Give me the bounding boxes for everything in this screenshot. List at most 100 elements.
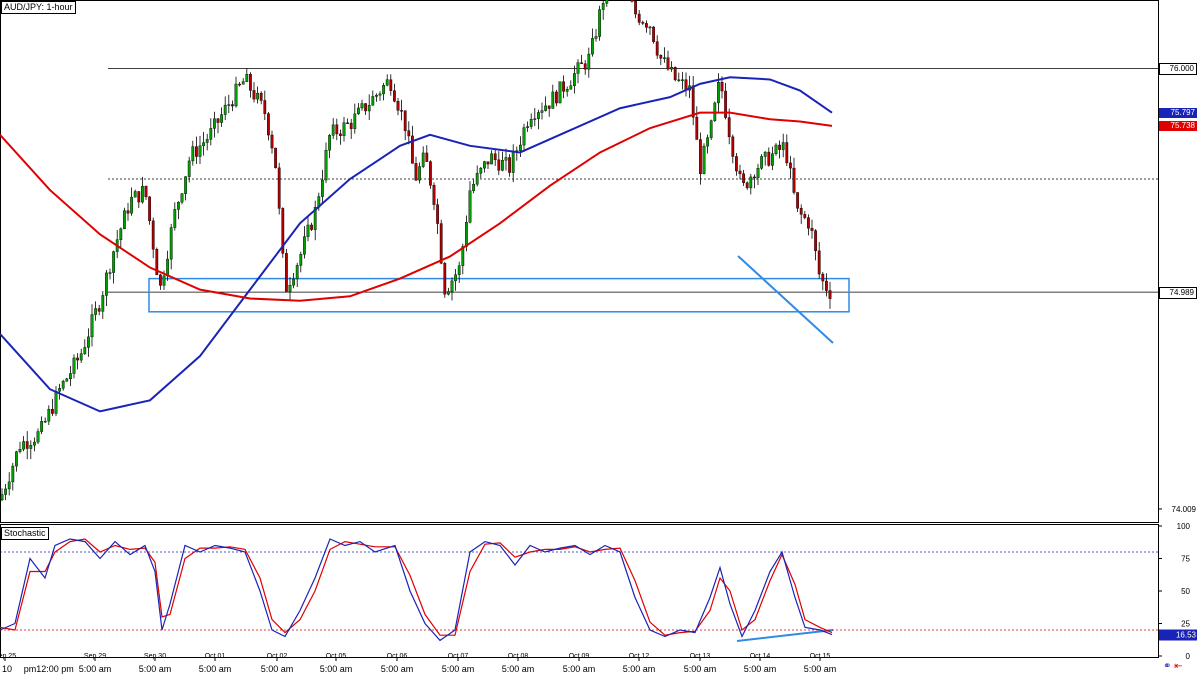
candle-body bbox=[349, 122, 353, 129]
candle-body bbox=[43, 420, 47, 423]
candle-body bbox=[252, 90, 256, 100]
candle-body bbox=[364, 103, 367, 112]
candle-body bbox=[223, 104, 227, 115]
price-badge: 74.989 bbox=[1159, 287, 1197, 300]
candle-body bbox=[22, 441, 25, 450]
candle-body bbox=[807, 217, 810, 229]
candle-body bbox=[335, 124, 339, 135]
stoch-panel-frame bbox=[0, 524, 1159, 658]
candle-body bbox=[393, 90, 396, 102]
candle-body bbox=[324, 150, 328, 181]
candle-body bbox=[763, 151, 767, 157]
candle-body bbox=[292, 278, 295, 286]
candle-body bbox=[176, 201, 180, 210]
candle-body bbox=[385, 79, 389, 86]
candle-body bbox=[407, 130, 411, 137]
candle-body bbox=[720, 81, 724, 92]
candle-body bbox=[598, 9, 602, 37]
candle-body bbox=[274, 147, 277, 169]
candle-body bbox=[601, 3, 605, 10]
candle-body bbox=[353, 113, 357, 129]
ma-line bbox=[0, 111, 833, 302]
candle-body bbox=[749, 176, 753, 189]
candle-body bbox=[76, 357, 80, 361]
candle-body bbox=[501, 159, 504, 171]
candle-body bbox=[774, 144, 778, 154]
candle-body bbox=[580, 62, 584, 64]
time-date-label: Oct 09 bbox=[569, 653, 590, 660]
candle-body bbox=[346, 122, 349, 124]
candle-body bbox=[259, 92, 263, 101]
close-icon[interactable]: ⇤ bbox=[1174, 661, 1183, 672]
time-sub-label: 5:00 am bbox=[744, 664, 777, 674]
candle-body bbox=[465, 222, 468, 247]
candle-body bbox=[655, 41, 659, 56]
candle-body bbox=[533, 118, 537, 120]
candle-body bbox=[810, 228, 814, 231]
candle-body bbox=[90, 314, 94, 338]
candle-body bbox=[828, 290, 832, 299]
corner-icons[interactable]: ⚭ ⇤ bbox=[1163, 661, 1183, 673]
candle-body bbox=[594, 36, 598, 39]
candle-body bbox=[511, 151, 515, 173]
candle-body bbox=[104, 272, 108, 296]
candle-body bbox=[659, 54, 663, 59]
candle-body bbox=[817, 250, 821, 275]
candle-body bbox=[411, 135, 414, 164]
candle-body bbox=[331, 124, 335, 136]
support-zone-box bbox=[148, 277, 850, 313]
candle-body bbox=[310, 224, 313, 230]
candle-body bbox=[209, 128, 213, 140]
candle-body bbox=[79, 353, 83, 361]
time-date-label: Oct 08 bbox=[508, 653, 529, 660]
candle-body bbox=[670, 66, 674, 70]
candle-body bbox=[14, 451, 18, 467]
candle-body bbox=[162, 275, 166, 286]
candle-body bbox=[389, 79, 393, 91]
candle-body bbox=[230, 104, 234, 107]
candle-body bbox=[227, 104, 231, 106]
candle-body bbox=[148, 196, 151, 222]
stoch-d-line bbox=[0, 538, 833, 636]
candle-body bbox=[472, 183, 475, 191]
candle-body bbox=[382, 85, 385, 95]
candle-body bbox=[130, 196, 133, 214]
candle-body bbox=[785, 142, 789, 164]
candle-body bbox=[234, 83, 238, 107]
link-icon[interactable]: ⚭ bbox=[1163, 661, 1172, 672]
stoch-k-line bbox=[0, 538, 833, 642]
candle-body bbox=[699, 139, 702, 174]
candle-body bbox=[497, 159, 501, 171]
candle-body bbox=[245, 74, 249, 82]
stoch-tick-label: 25 bbox=[1181, 620, 1190, 629]
candle-body bbox=[216, 118, 220, 123]
candle-body bbox=[360, 103, 364, 109]
candle-body bbox=[140, 185, 144, 203]
candle-body bbox=[789, 162, 792, 169]
time-sub-label: 5:00 am bbox=[261, 664, 294, 674]
candle-body bbox=[101, 295, 105, 312]
candle-body bbox=[144, 185, 148, 198]
stochastic-lines bbox=[0, 538, 1158, 642]
candle-body bbox=[436, 204, 439, 224]
candle-body bbox=[277, 167, 281, 209]
candle-body bbox=[18, 449, 22, 452]
candle-body bbox=[112, 251, 116, 273]
time-date-label: Sep 25 bbox=[0, 653, 16, 660]
candle-body bbox=[508, 157, 511, 173]
candle-body bbox=[569, 85, 573, 90]
candle-body bbox=[108, 272, 112, 274]
candle-body bbox=[205, 139, 209, 143]
stoch-trendline bbox=[736, 629, 834, 642]
time-sub-label: pm bbox=[24, 664, 37, 674]
time-axis: Sep 25 Sep 29 Sep 30 Oct 01 Oct 02 Oct 05 Oct … bbox=[0, 653, 836, 674]
candle-body bbox=[68, 373, 72, 380]
candle-body bbox=[573, 73, 576, 86]
candle-body bbox=[677, 79, 681, 82]
candle-body bbox=[479, 167, 483, 174]
candle-body bbox=[122, 210, 126, 230]
candle-body bbox=[270, 134, 274, 149]
candle-body bbox=[637, 13, 641, 23]
